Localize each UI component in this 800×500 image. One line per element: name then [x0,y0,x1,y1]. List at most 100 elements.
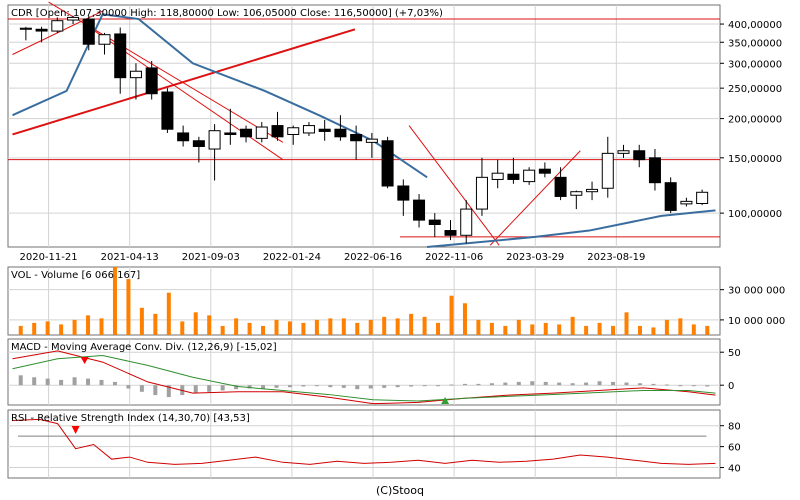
price-panel-title: CDR [Open: 107,30000 High: 118,80000 Low… [11,8,443,19]
candle-body [35,28,48,32]
macd-histogram-bar [611,381,616,386]
macd-histogram-bar [637,383,642,386]
trend-line [12,28,356,136]
volume-bar [624,312,629,335]
price-y-tick-label: 300,00000 [728,59,782,70]
macd-histogram-bar [314,385,319,387]
volume-bar [368,319,373,335]
rsi-line [12,418,716,465]
volume-bar [301,322,306,335]
candle-body [475,176,488,210]
candle-body [208,130,221,150]
price-y-tick-label: 200,00000 [728,115,782,126]
macd-histogram-bar [382,385,387,388]
macd-histogram-bar [436,385,441,387]
macd-buy-marker [441,397,450,404]
candle-body [114,33,127,79]
volume-bar [462,303,467,335]
macd-histogram-bar [301,385,306,387]
macd-histogram-bar [220,385,225,391]
volume-bar [45,321,50,335]
volume-bar [32,322,37,335]
macd-histogram-bar [395,385,400,388]
volume-bar [637,325,642,335]
volume-bar [382,316,387,335]
macd-sell-marker [80,357,89,364]
macd-histogram-bar [153,385,158,396]
macd-histogram-bar [409,385,414,387]
macd-histogram-bar [584,382,589,386]
volume-bar [18,325,23,335]
candle-body [633,150,646,161]
macd-histogram-bar [422,385,427,387]
volume-bar [193,312,198,335]
volume-bar [678,318,683,335]
macd-panel-title: MACD - Moving Average Conv. Div. (12,26,… [11,342,277,353]
macd-histogram-bar [287,385,292,388]
volume-bar [664,319,669,335]
candle-body [224,132,237,135]
macd-histogram-bar [570,383,575,386]
volume-bar [99,318,104,335]
macd-histogram-bar [651,383,656,386]
macd-histogram-bar [99,379,104,386]
trend-line [408,125,500,246]
macd-histogram-bar [476,383,481,386]
volume-bar [207,315,212,335]
macd-histogram-bar [72,377,77,386]
candle-body [397,185,410,201]
volume-bar [341,318,346,335]
volume-bar [261,325,266,335]
candle-body [350,133,363,142]
volume-bar [409,313,414,335]
price-y-tick-label: 150,00000 [728,154,782,165]
candle-body [51,20,64,32]
rsi-y-tick-label: 40 [728,464,741,475]
volume-bar [274,319,279,335]
price-x-tick-label: 2023-08-19 [587,252,645,263]
macd-histogram-bar [59,379,64,386]
macd-histogram-bar [234,385,239,390]
volume-bar [395,318,400,335]
volume-bar [287,321,292,335]
volume-bar [180,321,185,335]
footer-copyright: (C)Stooq [375,484,424,497]
panel-frame-2 [7,338,721,406]
volume-bar [220,325,225,335]
candle-body [696,191,709,205]
candle-body [381,140,394,187]
macd-histogram-bar [193,385,198,394]
volume-bar [489,322,494,335]
candle-body [413,199,426,221]
rsi-y-tick-label: 80 [728,422,741,433]
macd-y-tick-label: 50 [728,348,741,359]
candle-body [460,208,473,236]
macd-histogram-bar [678,385,683,387]
rsi-signal-marker [71,426,80,434]
candle-body [491,172,504,180]
macd-histogram-bar [355,385,360,390]
macd-histogram-bar [341,385,346,388]
price-y-tick-label: 100,00000 [728,209,782,220]
volume-bar [59,324,64,335]
moving-average-line [12,13,428,179]
candle-body [664,182,677,211]
candle-body [177,132,190,142]
candle-body [240,128,253,138]
price-x-tick-label: 2022-01-24 [263,252,321,263]
volume-bar [584,325,589,335]
macd-histogram-bar [86,378,91,386]
volume-bar [72,319,77,335]
macd-histogram-bar [328,385,333,388]
rsi-y-tick-label: 60 [728,443,741,454]
price-x-tick-label: 2021-09-03 [182,252,240,263]
macd-histogram-bar [112,381,117,386]
candle-body [648,157,661,184]
macd-histogram-bar [503,382,508,386]
macd-histogram-bar [530,381,535,386]
volume-bar [557,324,562,335]
price-x-tick-label: 2020-11-21 [19,252,77,263]
candle-body [129,70,142,79]
candle-body [586,188,599,193]
